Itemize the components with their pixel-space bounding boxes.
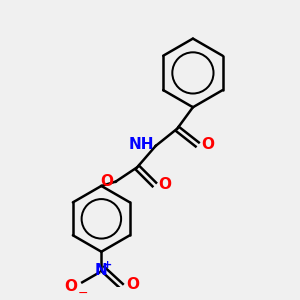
Text: NH: NH [129, 137, 154, 152]
Text: O: O [100, 174, 113, 189]
Text: −: − [77, 287, 88, 300]
Text: O: O [202, 137, 214, 152]
Text: N: N [95, 263, 108, 278]
Text: +: + [103, 260, 112, 270]
Text: O: O [126, 277, 139, 292]
Text: O: O [64, 279, 78, 294]
Text: O: O [159, 177, 172, 192]
